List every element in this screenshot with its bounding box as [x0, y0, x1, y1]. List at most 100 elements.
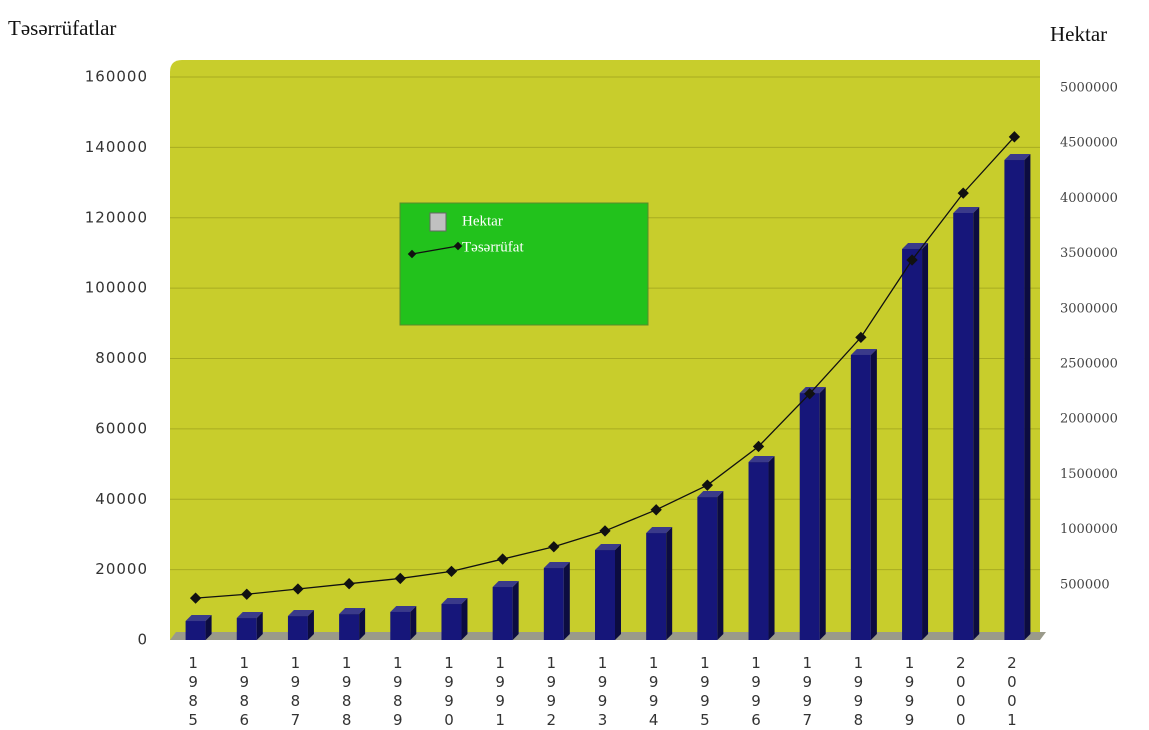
bar-top: [390, 605, 417, 612]
line-marker: [752, 440, 765, 453]
bar-side: [717, 491, 724, 640]
line-marker: [394, 572, 406, 585]
y-tick-label: 160000: [85, 68, 148, 86]
y2-tick-label: 2500000: [1060, 357, 1118, 372]
y2-tick-label: 1000000: [1060, 522, 1118, 537]
bar-top: [441, 598, 468, 605]
bar-side: [973, 207, 980, 640]
y-tick-label: 80000: [95, 349, 148, 367]
bar: [185, 621, 206, 640]
bar-side: [359, 608, 366, 640]
bar-top: [697, 491, 724, 498]
legend-label: Hektar: [462, 213, 503, 229]
x-tick-label: 1992: [546, 654, 558, 729]
x-tick-label: 1993: [597, 654, 609, 729]
bar-side: [615, 544, 621, 640]
bar-side: [870, 348, 877, 640]
bar-side: [1024, 154, 1031, 641]
y2-tick-label: 3500000: [1060, 246, 1118, 261]
line-marker: [855, 331, 867, 344]
line-marker: [906, 254, 918, 266]
y-tick-label: 0: [137, 631, 148, 649]
x-tick-label: 1996: [751, 654, 762, 729]
bar: [287, 616, 308, 640]
chart: Təsərrüfatlar Hektar 0 20000 40000 60000 800…: [8, 16, 1118, 649]
bar-top: [748, 456, 775, 463]
legend-label: Təsərrüfat: [462, 239, 524, 255]
bar-top: [850, 348, 877, 355]
bar-side: [768, 456, 775, 640]
line-marker: [599, 525, 611, 537]
bar-side: [410, 605, 417, 640]
bar-top: [185, 615, 212, 622]
bar: [236, 618, 257, 640]
bar: [390, 611, 411, 640]
bar-top: [595, 544, 621, 551]
y-tick-label: 40000: [95, 490, 148, 508]
line-marker: [1008, 131, 1021, 143]
y2-tick-label: 1500000: [1060, 467, 1118, 482]
bar-side: [461, 598, 468, 640]
x-tick-label: 1986: [239, 654, 251, 729]
bar: [492, 587, 513, 640]
bar: [850, 354, 871, 640]
bar-side: [256, 612, 263, 640]
x-tick-label: 1999: [904, 654, 916, 729]
x-tick-label: 1997: [802, 654, 813, 729]
bar: [339, 614, 360, 640]
x-tick-label: 1995: [700, 654, 711, 729]
x-tick-label: 1989: [393, 654, 404, 729]
y-tick-label: 20000: [95, 560, 148, 578]
chart-page: Təsərrüfatlar Hektar 0 20000 40000 60000 800…: [8, 16, 1118, 729]
x-tick-label: 1994: [648, 654, 660, 729]
line-marker: [292, 583, 304, 595]
line-marker: [957, 187, 969, 199]
y2-tick-label: 4500000: [1060, 136, 1118, 151]
y-tick-label: 120000: [85, 208, 148, 226]
bar-top: [492, 581, 519, 588]
bar-top: [543, 562, 570, 569]
bar-top: [339, 608, 366, 615]
y2-tick-label: 5000000: [1060, 81, 1118, 96]
line-marker: [343, 578, 355, 590]
line-marker: [241, 588, 253, 600]
line-marker: [496, 553, 509, 565]
bar: [953, 213, 974, 640]
line-marker: [804, 388, 816, 400]
y2-tick-label: 500000: [1060, 577, 1110, 592]
bar: [646, 533, 667, 640]
bar-top: [236, 612, 263, 619]
x-tick-label: 1998: [853, 654, 865, 729]
x-tick-label: 1991: [495, 654, 506, 729]
y2-tick-label: 2000000: [1060, 412, 1118, 427]
legend-marker: [407, 249, 417, 259]
x-tick-label: 2001: [1007, 654, 1018, 729]
bar: [902, 248, 923, 641]
y2-axis-title: Hektar: [1050, 22, 1107, 46]
y-tick-label: 60000: [95, 419, 148, 437]
line-marker: [650, 504, 662, 516]
line-marker: [445, 565, 458, 578]
bar-top: [287, 610, 314, 617]
bar: [748, 462, 769, 640]
line-marker: [701, 479, 714, 491]
y-tick-label: 100000: [85, 279, 148, 297]
bar: [1004, 160, 1025, 641]
bar-side: [563, 562, 570, 640]
y-tick-label: 140000: [85, 138, 148, 156]
line-marker: [548, 541, 560, 553]
line-marker: [189, 592, 202, 604]
bar-side: [922, 242, 929, 641]
bar-side: [512, 581, 519, 640]
bar: [595, 550, 615, 640]
legend-line: [411, 245, 459, 255]
bar-side: [666, 527, 673, 640]
legend-swatch: [429, 212, 447, 232]
bar: [697, 497, 718, 640]
y-axis-title: Təsərrüfatlar: [8, 16, 116, 40]
bar: [543, 568, 564, 640]
legend-marker: [453, 241, 463, 251]
bar: [799, 393, 820, 640]
bar-top: [953, 207, 980, 214]
x-tick-label: 2000: [955, 654, 967, 729]
